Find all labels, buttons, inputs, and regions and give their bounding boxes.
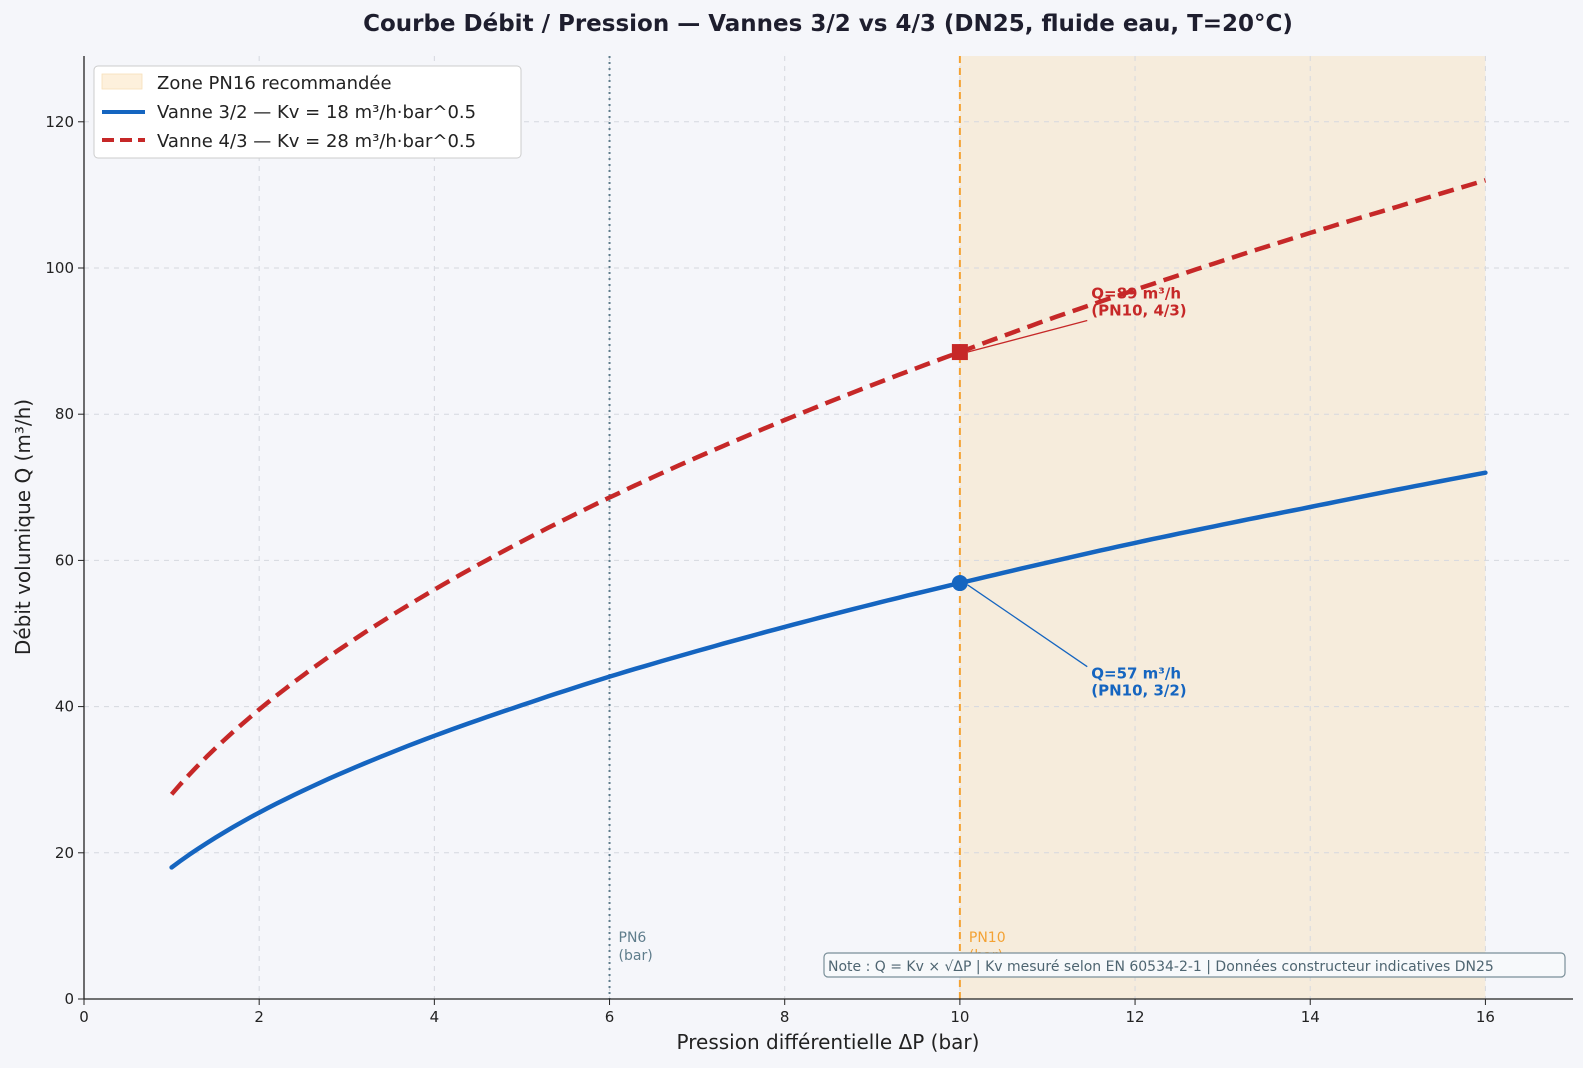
x-tick-label: 4 — [430, 1008, 440, 1026]
reference-line-unit: (bar) — [619, 948, 653, 964]
y-tick-label: 120 — [45, 113, 74, 131]
annotation-sublabel: (PN10, 3/2) — [1091, 682, 1186, 700]
legend-label-series-1: Vanne 3/2 — Kv = 18 m³/h·bar^0.5 — [157, 102, 476, 123]
y-tick-label: 80 — [55, 405, 74, 423]
legend-label-zone: Zone PN16 recommandée — [157, 73, 392, 94]
x-tick-label: 16 — [1476, 1008, 1495, 1026]
shaded-zone — [960, 56, 1486, 999]
reference-line-label: PN6 — [619, 930, 647, 946]
note-text: Note : Q = Kv × √ΔP | Kv mesuré selon EN… — [828, 959, 1494, 975]
marker-point — [952, 344, 968, 360]
x-tick-label: 14 — [1301, 1008, 1320, 1026]
x-tick-label: 6 — [605, 1008, 615, 1026]
reference-lines: PN6(bar)PN10(bar) — [610, 56, 1006, 999]
reference-line-label: PN10 — [969, 930, 1006, 946]
annotation-label: Q=57 m³/h — [1091, 665, 1181, 683]
x-tick-label: 0 — [79, 1008, 89, 1026]
x-tick-label: 8 — [780, 1008, 790, 1026]
note-box: Note : Q = Kv × √ΔP | Kv mesuré selon EN… — [824, 953, 1565, 977]
annotation-sublabel: (PN10, 4/3) — [1091, 302, 1186, 320]
y-tick-label: 60 — [55, 551, 74, 569]
y-tick-label: 100 — [45, 259, 74, 277]
x-axis-label: Pression différentielle ΔP (bar) — [677, 1030, 980, 1054]
x-tick-label: 2 — [254, 1008, 264, 1026]
marker-point — [952, 575, 968, 591]
y-tick-label: 0 — [64, 990, 74, 1008]
y-tick-label: 20 — [55, 844, 74, 862]
annotation-label: Q=89 m³/h — [1091, 285, 1181, 303]
legend: Zone PN16 recommandée Vanne 3/2 — Kv = 1… — [94, 66, 521, 158]
legend-label-series-2: Vanne 4/3 — Kv = 28 m³/h·bar^0.5 — [157, 131, 476, 152]
legend-swatch-zone — [102, 74, 142, 89]
y-tick-label: 40 — [55, 698, 74, 716]
x-tick-label: 10 — [950, 1008, 969, 1026]
y-axis-label: Débit volumique Q (m³/h) — [11, 399, 35, 655]
x-tick-label: 12 — [1126, 1008, 1145, 1026]
chart-title: Courbe Débit / Pression — Vannes 3/2 vs … — [363, 11, 1293, 37]
